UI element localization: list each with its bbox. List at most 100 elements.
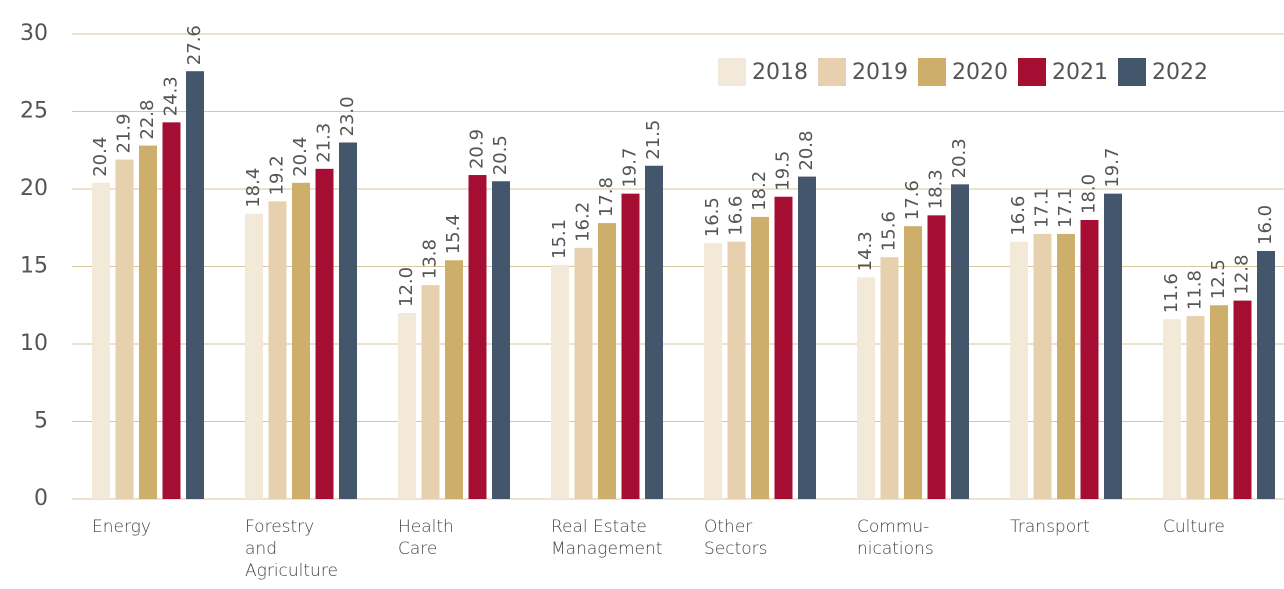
value-label: 21.5 xyxy=(643,120,664,160)
value-label: 13.8 xyxy=(420,239,441,279)
bar xyxy=(751,216,769,499)
bar xyxy=(621,193,640,499)
legend-swatch xyxy=(918,58,946,86)
value-label: 19.7 xyxy=(620,148,641,188)
bar xyxy=(1186,316,1205,499)
x-tick-label: Other Sectors xyxy=(704,517,768,559)
value-label: 16.6 xyxy=(726,196,747,236)
bar xyxy=(1233,300,1252,499)
value-label: 15.1 xyxy=(549,219,570,259)
bar xyxy=(292,182,310,500)
value-label: 16.2 xyxy=(573,202,594,242)
bar xyxy=(857,277,875,499)
y-tick-label: 5 xyxy=(34,409,48,434)
value-label: 12.5 xyxy=(1208,259,1229,299)
value-label: 27.6 xyxy=(184,25,205,65)
value-label: 21.9 xyxy=(114,113,135,153)
value-label: 20.8 xyxy=(796,131,817,171)
value-label: 19.2 xyxy=(267,155,288,195)
bar xyxy=(492,181,510,499)
value-label: 11.6 xyxy=(1161,273,1182,313)
value-label: 18.4 xyxy=(243,168,264,208)
value-label: 15.4 xyxy=(443,214,464,254)
bar xyxy=(904,226,922,499)
bar xyxy=(727,241,746,499)
bar xyxy=(139,145,157,499)
bar xyxy=(1104,193,1122,499)
bar xyxy=(1033,233,1052,499)
bar xyxy=(880,257,899,499)
bar xyxy=(574,247,593,499)
bar xyxy=(445,260,463,499)
value-label: 16.5 xyxy=(702,197,723,237)
bar xyxy=(704,243,722,499)
value-label: 11.8 xyxy=(1185,270,1206,310)
bar xyxy=(186,71,204,499)
bar xyxy=(1010,241,1028,499)
bar xyxy=(1257,251,1275,499)
value-label: 16.6 xyxy=(1008,196,1029,236)
bar xyxy=(927,215,946,499)
legend-swatch xyxy=(818,58,846,86)
bar xyxy=(315,168,334,499)
bar xyxy=(1210,305,1228,499)
y-tick-label: 0 xyxy=(34,486,48,511)
y-tick-label: 20 xyxy=(20,176,48,201)
value-label: 21.3 xyxy=(314,123,335,163)
value-label: 17.6 xyxy=(902,180,923,220)
value-label: 19.7 xyxy=(1102,148,1123,188)
value-label: 20.3 xyxy=(949,138,970,178)
legend-label: 2018 xyxy=(752,60,808,85)
bar xyxy=(798,176,816,499)
bar xyxy=(92,182,110,500)
value-label: 19.5 xyxy=(773,151,794,191)
value-label: 20.5 xyxy=(490,135,511,175)
value-label: 17.1 xyxy=(1055,188,1076,228)
value-label: 17.8 xyxy=(596,177,617,217)
bar xyxy=(421,285,440,499)
legend-label: 2022 xyxy=(1152,60,1208,85)
value-label: 22.8 xyxy=(137,100,158,140)
x-tick-label: Culture xyxy=(1163,517,1225,537)
bar xyxy=(1163,319,1181,499)
bar xyxy=(951,184,969,499)
legend-swatch xyxy=(1118,58,1146,86)
legend-label: 2019 xyxy=(852,60,908,85)
value-label: 18.3 xyxy=(926,169,947,209)
value-label: 20.4 xyxy=(290,137,311,177)
y-tick-label: 15 xyxy=(20,254,48,279)
bar xyxy=(598,223,616,499)
y-tick-label: 30 xyxy=(20,21,48,46)
x-tick-label: Transport xyxy=(1010,517,1090,537)
bar xyxy=(551,264,569,499)
bar xyxy=(162,122,181,499)
bar xyxy=(268,201,287,499)
value-label: 12.8 xyxy=(1232,255,1253,295)
value-label: 24.3 xyxy=(161,76,182,116)
legend-swatch xyxy=(718,58,746,86)
bar xyxy=(468,175,487,500)
y-tick-label: 25 xyxy=(20,99,48,124)
value-label: 16.0 xyxy=(1255,205,1276,245)
value-label: 14.3 xyxy=(855,231,876,271)
bar xyxy=(398,313,416,499)
legend-label: 2021 xyxy=(1052,60,1108,85)
y-tick-label: 10 xyxy=(20,331,48,356)
value-label: 20.4 xyxy=(90,137,111,177)
bar xyxy=(339,142,357,499)
value-label: 20.9 xyxy=(467,129,488,169)
bar xyxy=(1080,220,1099,499)
x-tick-label: Health Care xyxy=(398,517,454,559)
legend-label: 2020 xyxy=(952,60,1008,85)
bar xyxy=(774,196,793,499)
x-tick-label: Commu- nications xyxy=(857,517,934,559)
value-label: 17.1 xyxy=(1032,188,1053,228)
value-label: 15.6 xyxy=(879,211,900,251)
legend-swatch xyxy=(1018,58,1046,86)
bar xyxy=(645,165,663,499)
value-label: 18.0 xyxy=(1079,174,1100,214)
x-tick-label: Real Estate Management xyxy=(551,517,663,559)
bar xyxy=(1057,233,1075,499)
